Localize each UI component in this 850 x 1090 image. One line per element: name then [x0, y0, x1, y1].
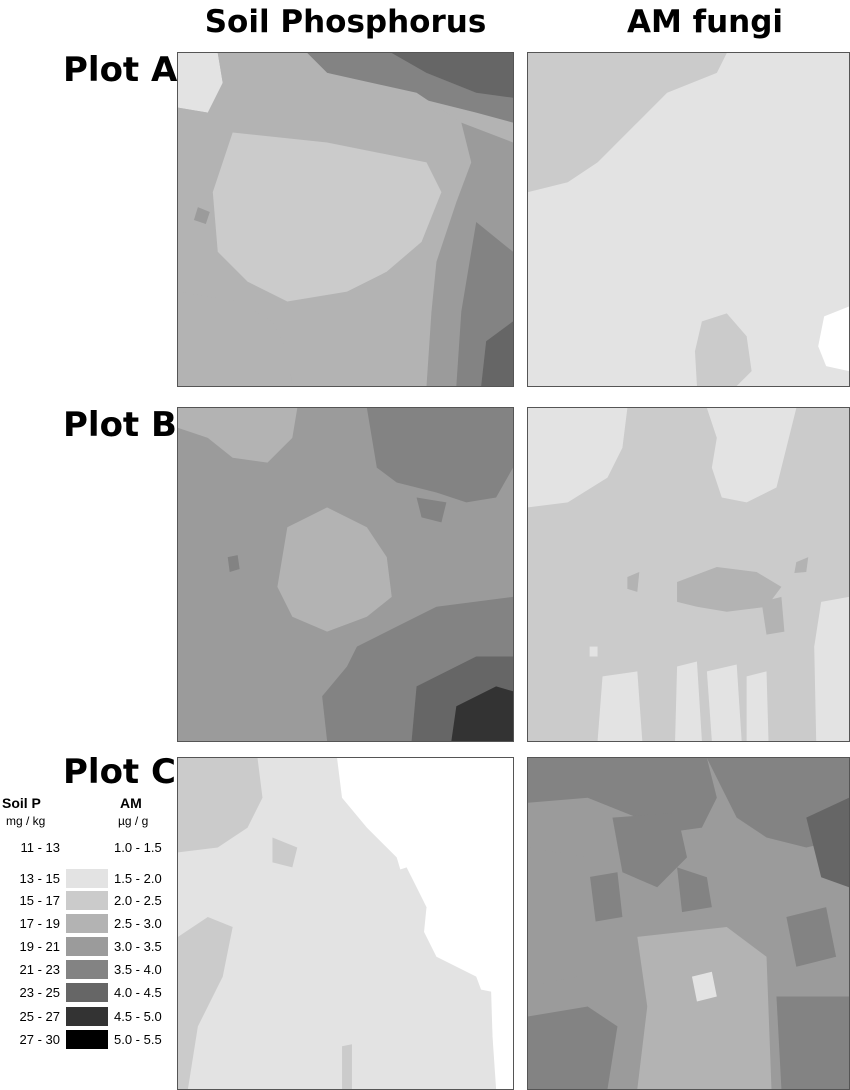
- legend-soil-range: 25 - 27: [19, 1009, 60, 1024]
- row-title-plot-a: Plot A: [63, 50, 178, 90]
- legend-row: 13 - 15 1.5 - 2.0: [0, 869, 180, 891]
- legend-row: 25 - 27 4.5 - 5.0: [0, 1007, 180, 1029]
- legend-swatch: [66, 937, 108, 956]
- legend-soil-range: 23 - 25: [19, 985, 60, 1000]
- legend-swatch: [66, 914, 108, 933]
- legend-swatch: [66, 960, 108, 979]
- legend-row: 19 - 21 3.0 - 3.5: [0, 937, 180, 959]
- legend-swatch: [66, 983, 108, 1002]
- legend-am-range: 1.5 - 2.0: [114, 871, 162, 886]
- legend-swatch: [66, 1030, 108, 1049]
- legend-am-range: 3.0 - 3.5: [114, 939, 162, 954]
- legend-am-range: 2.0 - 2.5: [114, 893, 162, 908]
- legend-swatch: [66, 838, 108, 857]
- row-title-plot-b: Plot B: [63, 405, 177, 445]
- legend-am-range: 2.5 - 3.0: [114, 916, 162, 931]
- legend-soil-range: 21 - 23: [19, 962, 60, 977]
- map-plot-b-soil-phosphorus: [177, 407, 514, 742]
- legend-am-range: 4.0 - 4.5: [114, 985, 162, 1000]
- column-title-am-fungi: AM fungi: [626, 4, 784, 40]
- legend-soil-range: 19 - 21: [19, 939, 60, 954]
- legend: Soil P AM mg / kg µg / g 11 - 13 1.0 - 1.…: [0, 793, 180, 1090]
- legend-row: 15 - 17 2.0 - 2.5: [0, 891, 180, 913]
- legend-soil-range: 17 - 19: [19, 916, 60, 931]
- column-title-soil-phosphorus: Soil Phosphorus: [204, 4, 487, 40]
- legend-row: 23 - 25 4.0 - 4.5: [0, 983, 180, 1005]
- legend-swatch: [66, 869, 108, 888]
- legend-am-range: 3.5 - 4.0: [114, 962, 162, 977]
- map-plot-b-am-fungi: [527, 407, 850, 742]
- legend-soil-range: 27 - 30: [19, 1032, 60, 1047]
- legend-swatch: [66, 1007, 108, 1026]
- map-plot-c-soil-phosphorus: [177, 757, 514, 1090]
- map-plot-c-am-fungi: [527, 757, 850, 1090]
- legend-soil-range: 11 - 13: [20, 840, 60, 855]
- legend-row: 27 - 30 5.0 - 5.5: [0, 1030, 180, 1052]
- legend-soil-range: 15 - 17: [19, 893, 60, 908]
- map-plot-a-soil-phosphorus: [177, 52, 514, 387]
- legend-row: 17 - 19 2.5 - 3.0: [0, 914, 180, 936]
- legend-soil-range: 13 - 15: [19, 871, 60, 886]
- legend-am-unit: µg / g: [118, 814, 149, 828]
- map-plot-a-am-fungi: [527, 52, 850, 387]
- legend-swatch: [66, 891, 108, 910]
- legend-am-range: 5.0 - 5.5: [114, 1032, 162, 1047]
- legend-soil-unit: mg / kg: [6, 814, 46, 828]
- legend-am-range: 4.5 - 5.0: [114, 1009, 162, 1024]
- legend-am-title: AM: [120, 795, 142, 811]
- legend-am-range: 1.0 - 1.5: [114, 840, 162, 855]
- legend-row: 11 - 13 1.0 - 1.5: [0, 838, 180, 860]
- legend-soil-title: Soil P: [2, 795, 41, 811]
- row-title-plot-c: Plot C: [63, 752, 176, 792]
- legend-row: 21 - 23 3.5 - 4.0: [0, 960, 180, 982]
